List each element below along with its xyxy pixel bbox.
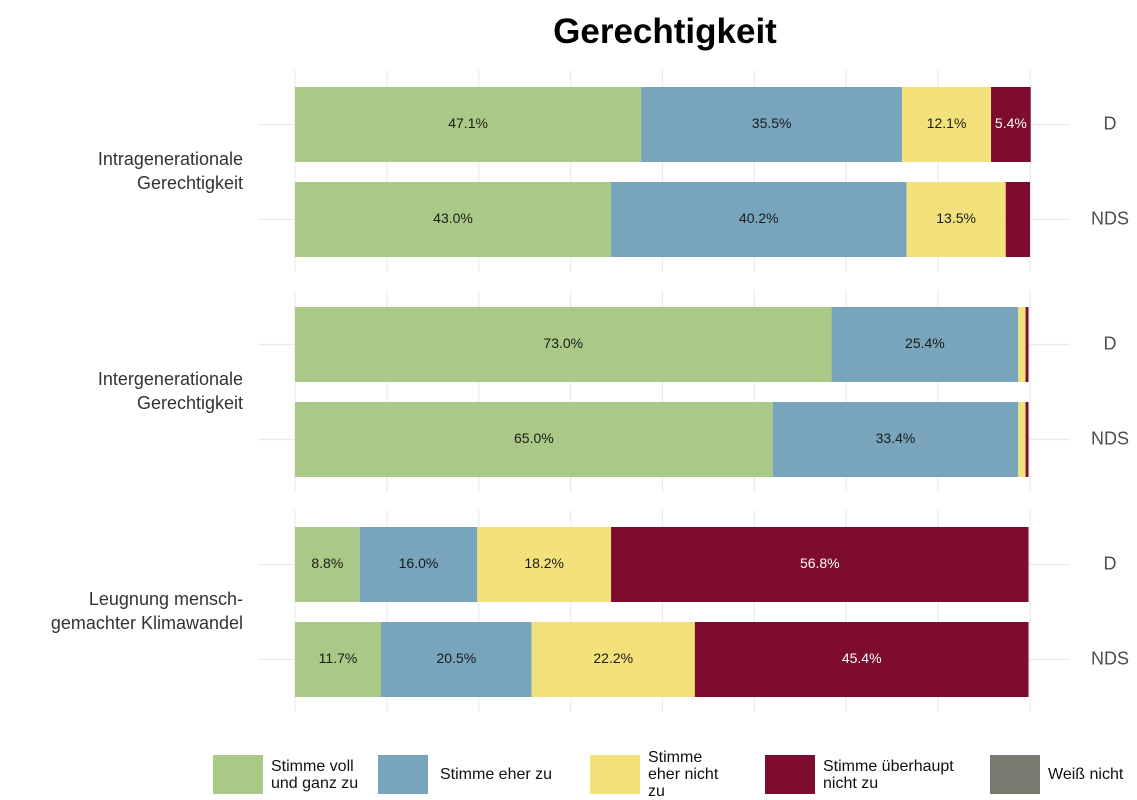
facet-label: Intergenerationale Gerechtigkeit [97,369,243,413]
legend-label: Stimme eher zu [440,766,553,783]
value-label: 65.0% [514,430,554,446]
bar-segment [1025,402,1029,477]
value-label: 22.2% [593,650,633,666]
bar-segment [295,307,832,382]
chart-title: Gerechtigkeit [553,12,777,51]
bar-segment [611,527,1029,602]
legend-label: Stimme überhaupt nicht zu [823,757,954,792]
bar-segment [641,87,903,162]
legend-key [378,755,428,794]
value-label: 56.8% [800,555,840,571]
facet-label: Leugnung mensch-gemachter Klimawandel [50,589,243,633]
value-label: 18.2% [524,555,564,571]
bar-segment [831,307,1019,382]
value-label: 13.5% [936,210,976,226]
value-label: 11.7% [319,650,358,666]
value-label: 16.0% [399,555,439,571]
bar-segment [611,182,907,257]
bar-segment [1005,182,1030,257]
bar-segment [694,622,1029,697]
bar-segment [295,622,381,697]
value-label: 33.4% [876,430,916,446]
bar-segment [477,527,612,602]
legend-item: Stimme eher zu [378,755,580,794]
value-label: 43.0% [433,210,473,226]
bar-segment [295,527,360,602]
value-label: 12.1% [927,115,967,131]
legend: Stimme voll und ganz zu Stimme eher zu Sti… [0,749,1137,800]
category-label: NDS [1091,208,1129,228]
bar-segment [1018,402,1026,477]
facet-label: Intragenerationale Gerechtigkeit [97,149,243,193]
chart: D 47.1% 35.5% 12.1% 5.4% NDS 43.0% 40.2% 13.5% D 7… [258,70,1129,712]
bar-segment [295,182,612,257]
legend-label: Stimme eher nicht zu [648,749,719,800]
bar-segment [359,527,478,602]
legend-key [990,755,1040,794]
bar-segment [1018,307,1026,382]
category-label: D [1104,113,1117,133]
category-label: D [1104,553,1117,573]
legend-item: Stimme überhaupt nicht zu [765,755,973,794]
legend-item: Weiß nicht [990,755,1137,794]
value-label: 35.5% [752,115,792,131]
value-label: 20.5% [436,650,476,666]
category-label: NDS [1091,428,1129,448]
legend-label: Weiß nicht [1048,766,1124,783]
legend-key [590,755,640,794]
bar-segment [902,87,992,162]
bar-segment [772,402,1019,477]
value-label: 40.2% [739,210,779,226]
bar-segment [380,622,532,697]
value-label: 47.1% [448,115,488,131]
category-label: NDS [1091,648,1129,668]
value-label: 73.0% [543,335,583,351]
legend-label: Stimme voll und ganz zu [271,757,359,792]
category-label: D [1104,333,1117,353]
bar-segment [295,402,773,477]
legend-key [213,755,263,794]
bar-segment [906,182,1006,257]
value-label: 25.4% [905,335,945,351]
value-label: 45.4% [842,650,882,666]
bar-segment [991,87,1031,162]
bar-segment [295,87,642,162]
bar-segment [1025,307,1029,382]
value-label: 5.4% [995,115,1027,131]
bar-segment [531,622,695,697]
legend-item: Stimme eher nicht zu [590,749,738,800]
legend-item: Stimme voll und ganz zu [213,755,361,794]
legend-key [765,755,815,794]
value-label: 8.8% [311,555,343,571]
